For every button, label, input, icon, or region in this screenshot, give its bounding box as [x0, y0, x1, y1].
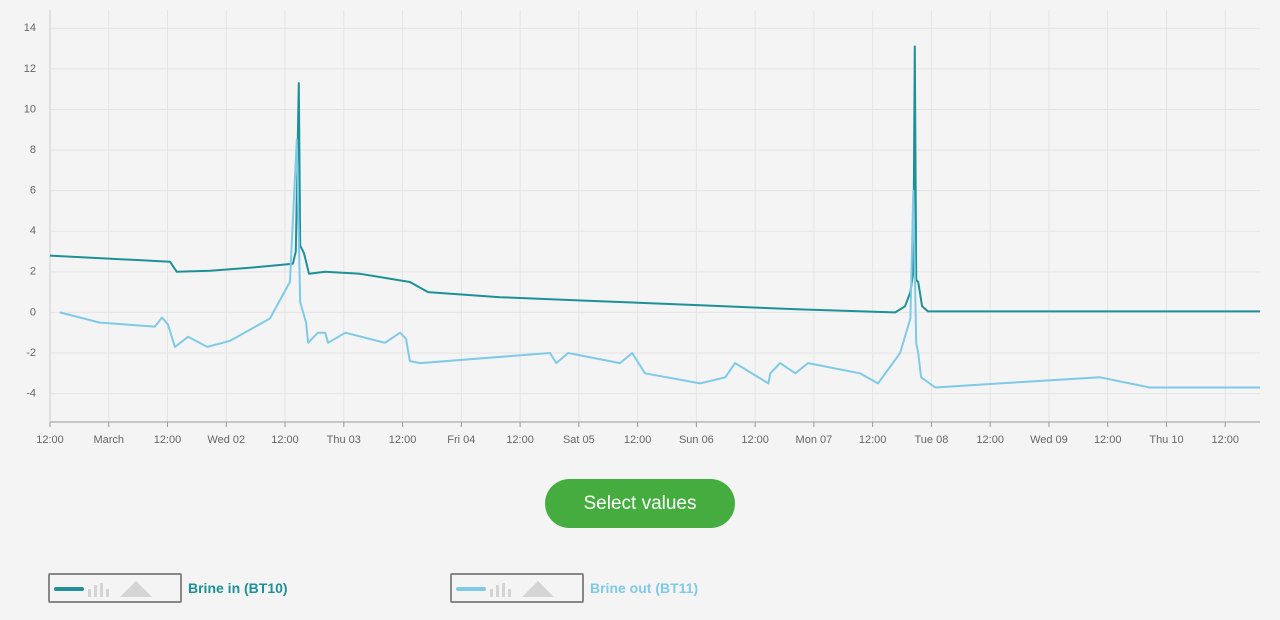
x-tick-label: Tue 08 [915, 434, 949, 446]
x-tick-label: 12:00 [976, 434, 1004, 446]
x-tick-label: 12:00 [389, 434, 417, 446]
legend-area-icon [522, 581, 554, 597]
x-tick-label: Wed 02 [207, 434, 245, 446]
series-line [59, 138, 1260, 389]
y-tick-label: 14 [24, 22, 36, 34]
select-values-button[interactable]: Select values [545, 479, 735, 528]
x-tick-label: Mon 07 [796, 434, 833, 446]
legend-item[interactable]: Brine in (BT10) [48, 573, 288, 603]
legend-bar-icon [496, 585, 499, 597]
x-tick-label: Wed 09 [1030, 434, 1068, 446]
legend-bar-icon [490, 589, 493, 597]
y-tick-label: 0 [30, 306, 36, 318]
x-tick-label: 12:00 [506, 434, 534, 446]
legend-icon [54, 581, 152, 597]
y-tick-label: 4 [30, 225, 36, 237]
y-tick-label: 6 [30, 185, 36, 197]
legend-bar-icon [508, 589, 511, 597]
y-tick-label: 12 [24, 63, 36, 75]
legend-bar-icon [106, 589, 109, 597]
legend-label: Brine out (BT11) [590, 580, 699, 596]
y-tick-label: 10 [24, 103, 36, 115]
y-tick-label: -4 [26, 387, 36, 399]
chart: -4 -2 0 2 4 6 8 10 12 14 12:00 March 12:00 Wed 02 12:0… [24, 10, 1260, 446]
x-tick-label: Thu 10 [1149, 434, 1183, 446]
legend-swatch [48, 573, 182, 603]
legend-bar-icon [88, 589, 91, 597]
legend-label: Brine in (BT10) [188, 580, 288, 596]
legend-swatch [450, 573, 584, 603]
x-tick-label: 12:00 [1094, 434, 1122, 446]
y-tick-label: 8 [30, 144, 36, 156]
x-tick-label: 12:00 [271, 434, 299, 446]
legend-bar-icon [502, 583, 505, 597]
legend-bar-icon [94, 585, 97, 597]
x-tick-label: 12:00 [741, 434, 769, 446]
y-tick-label: -2 [26, 347, 36, 359]
x-tick-label: 12:00 [624, 434, 652, 446]
x-tick-label: Sun 06 [679, 434, 714, 446]
legend-item[interactable]: Brine out (BT11) [450, 573, 698, 603]
legend-icon [456, 581, 554, 597]
x-tick-label: Sat 05 [563, 434, 595, 446]
x-tick-label: Thu 03 [327, 434, 361, 446]
series-line [49, 45, 1260, 314]
x-tick-label: 12:00 [1211, 434, 1239, 446]
legend-bar-icon [100, 583, 103, 597]
x-tick-label: 12:00 [36, 434, 64, 446]
x-tick-label: 12:00 [859, 434, 887, 446]
x-tick-label: March [93, 434, 124, 446]
y-tick-label: 2 [30, 266, 36, 278]
x-tick-label: Fri 04 [447, 434, 475, 446]
legend-area-icon [120, 581, 152, 597]
x-tick-label: 12:00 [154, 434, 182, 446]
